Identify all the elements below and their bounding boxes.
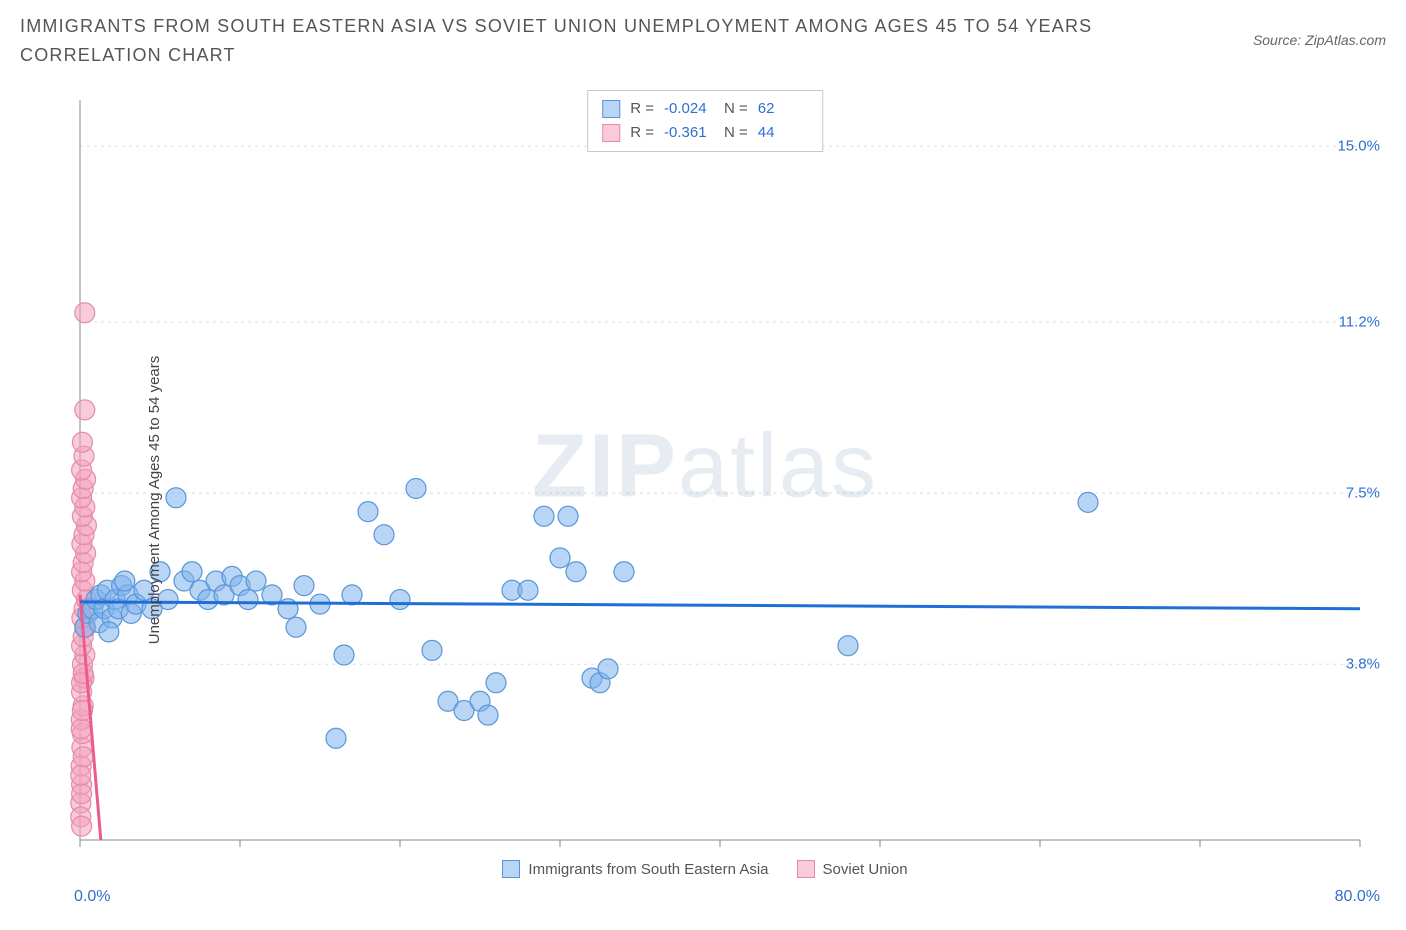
- y-axis-title: Unemployment Among Ages 45 to 54 years: [146, 356, 163, 645]
- legend-swatch-soviet: [797, 860, 815, 878]
- x-axis-max: 80.0%: [1335, 888, 1380, 906]
- source-prefix: Source:: [1253, 32, 1305, 48]
- swatch-se-asia: [602, 100, 620, 118]
- n-label: N =: [724, 121, 748, 145]
- n-value-se-asia: 62: [758, 97, 808, 121]
- swatch-soviet: [602, 124, 620, 142]
- chart-container: Unemployment Among Ages 45 to 54 years Z…: [20, 90, 1390, 910]
- legend-item-se-asia: Immigrants from South Eastern Asia: [502, 860, 768, 878]
- y-tick-label: 11.2%: [1339, 314, 1380, 331]
- legend-swatch-se-asia: [502, 860, 520, 878]
- r-value-se-asia: -0.024: [664, 97, 714, 121]
- legend-label-se-asia: Immigrants from South Eastern Asia: [528, 861, 768, 878]
- correlation-legend: R = -0.024 N = 62 R = -0.361 N = 44: [587, 90, 823, 152]
- source-name: ZipAtlas.com: [1305, 32, 1386, 48]
- scatter-plot: [20, 90, 1390, 870]
- legend-item-soviet: Soviet Union: [797, 860, 908, 878]
- x-axis-min: 0.0%: [74, 888, 110, 906]
- legend-label-soviet: Soviet Union: [823, 861, 908, 878]
- n-label: N =: [724, 97, 748, 121]
- r-value-soviet: -0.361: [664, 121, 714, 145]
- r-label: R =: [630, 121, 654, 145]
- series-legend: Immigrants from South Eastern Asia Sovie…: [20, 860, 1390, 878]
- n-value-soviet: 44: [758, 121, 808, 145]
- y-tick-label: 15.0%: [1337, 138, 1380, 155]
- y-tick-label: 7.5%: [1346, 485, 1380, 502]
- corr-row-se-asia: R = -0.024 N = 62: [602, 97, 808, 121]
- r-label: R =: [630, 97, 654, 121]
- source-attribution: Source: ZipAtlas.com: [1253, 32, 1386, 48]
- corr-row-soviet: R = -0.361 N = 44: [602, 121, 808, 145]
- y-tick-label: 3.8%: [1346, 656, 1380, 673]
- chart-title: IMMIGRANTS FROM SOUTH EASTERN ASIA VS SO…: [20, 12, 1120, 70]
